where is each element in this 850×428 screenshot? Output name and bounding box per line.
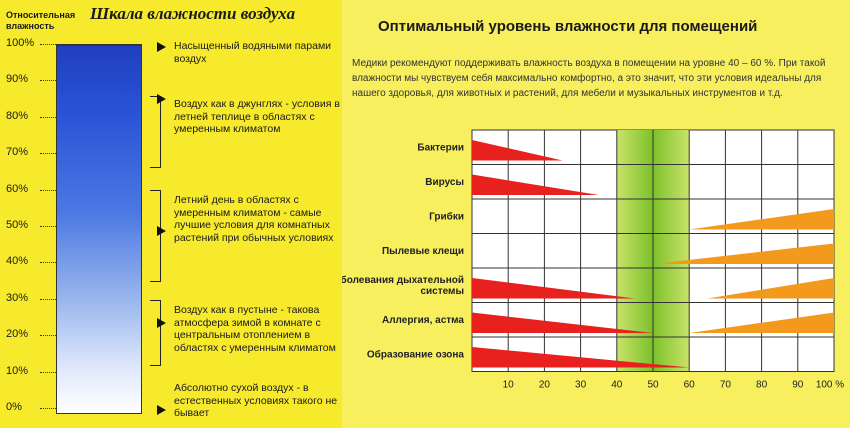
- desc-dry: Абсолютно сухой воздух - в естественных …: [174, 382, 338, 419]
- row-label: Заболевания дыхательной: [342, 274, 464, 286]
- optimal-humidity-title: Оптимальный уровень влажности для помеще…: [378, 18, 758, 35]
- x-tick-label: 20: [539, 380, 551, 391]
- row-label: Образование озона: [367, 348, 465, 360]
- humidity-tick-line: [40, 116, 56, 118]
- humidity-tick-line: [40, 80, 56, 82]
- row-label: Бактерии: [417, 142, 464, 153]
- humidity-gradient-bar: [56, 44, 142, 414]
- humidity-tick-label: 40%: [6, 255, 29, 268]
- humidity-tick-line: [40, 298, 56, 300]
- humidity-tick-label: 10%: [6, 364, 29, 377]
- humidity-tick-label: 30%: [6, 291, 29, 304]
- x-tick-label: 60: [684, 380, 696, 391]
- jungle-bracket: [150, 96, 161, 168]
- humidity-tick-line: [40, 371, 56, 373]
- high-humidity-risk-wedge: [653, 243, 834, 264]
- humidity-tick-label: 60%: [6, 182, 29, 195]
- humidity-scale-panel: Относительная влажность Шкала влажности …: [0, 0, 342, 428]
- x-tick-label: 30: [575, 380, 587, 391]
- jungle-arrow-icon: [157, 94, 166, 104]
- row-label: Грибки: [429, 210, 464, 222]
- low-humidity-risk-wedge: [472, 140, 563, 161]
- high-humidity-risk-wedge: [707, 278, 834, 299]
- humidity-scale-title: Шкала влажности воздуха: [90, 4, 296, 23]
- row-label: Пылевые клещи: [382, 246, 464, 257]
- low-humidity-risk-wedge: [472, 347, 690, 368]
- desc-desert: Воздух как в пустыне - такова атмосфера …: [174, 304, 336, 354]
- humidity-tick-label: 70%: [6, 146, 29, 159]
- x-tick-label: 90: [792, 380, 804, 391]
- row-label: системы: [420, 286, 464, 297]
- relative-label-line-1: Относительная: [6, 10, 76, 20]
- humidity-tick-line: [40, 189, 56, 191]
- low-humidity-risk-wedge: [472, 278, 635, 299]
- saturated-arrow-icon: [157, 42, 166, 52]
- optimal-humidity-intro: Медики рекомендуют поддерживать влажност…: [352, 58, 826, 99]
- x-tick-label: 10: [503, 380, 515, 391]
- desc-summer: Летний день в областях с умеренным клима…: [174, 194, 334, 244]
- x-tick-label: 50: [647, 380, 659, 391]
- low-humidity-risk-wedge: [472, 312, 653, 333]
- relative-humidity-label: Относительная влажность: [6, 10, 75, 32]
- desert-arrow-icon: [157, 318, 166, 328]
- humidity-tick-line: [40, 262, 56, 264]
- row-label: Вирусы: [425, 177, 464, 188]
- humidity-tick-line: [40, 226, 56, 227]
- row-label: Аллергия, астма: [382, 315, 464, 326]
- x-tick-label: 70: [720, 380, 732, 391]
- desc-jungle: Воздух как в джунглях - условия в летней…: [174, 98, 340, 135]
- x-tick-label: 100 %: [816, 380, 844, 391]
- humidity-tick-label: 80%: [6, 109, 29, 122]
- x-tick-label: 40: [611, 380, 623, 391]
- humidity-effects-chart: Бактерии Вирусы Грибки Пылевые клещи Заболев…: [342, 129, 844, 391]
- x-tick-label: 80: [756, 380, 768, 391]
- humidity-tick-line: [40, 335, 56, 337]
- humidity-tick-line: [40, 44, 56, 45]
- desert-bracket: [150, 300, 161, 366]
- humidity-tick-label: 90%: [6, 73, 29, 86]
- desc-saturated: Насыщенный водяными парами воздух: [174, 40, 332, 65]
- humidity-tick-label: 0%: [6, 401, 22, 413]
- summer-bracket: [150, 190, 161, 282]
- humidity-tick-line: [40, 153, 56, 155]
- humidity-tick-label: 50%: [6, 219, 29, 231]
- dry-arrow-icon: [157, 405, 166, 415]
- relative-label-line-2: влажность: [6, 21, 55, 31]
- humidity-tick-label: 100%: [6, 37, 35, 49]
- humidity-tick-label: 20%: [6, 328, 29, 341]
- humidity-tick-line: [40, 408, 56, 409]
- summer-arrow-icon: [157, 226, 166, 236]
